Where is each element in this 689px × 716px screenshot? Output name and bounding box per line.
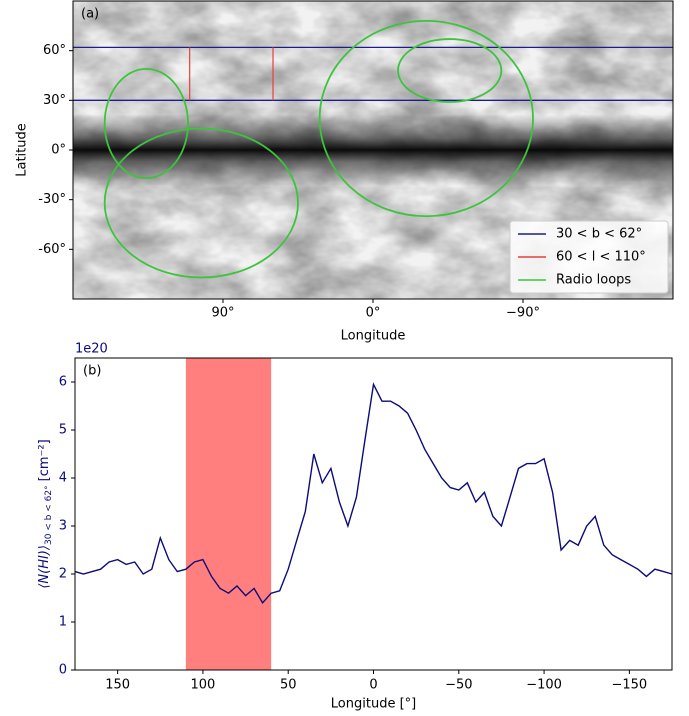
y-axis-label: ⟨N(HI)⟩30 < b < 62° [cm⁻²] — [37, 439, 54, 588]
y-tick-label: 0° — [51, 143, 66, 158]
x-tick-label: 0° — [366, 306, 381, 321]
y-tick-label: -60° — [38, 242, 66, 257]
y-label-sub: 30 < b < 62° — [44, 485, 54, 545]
y-tick-label: -30° — [38, 192, 66, 207]
y-tick-label: 3 — [59, 519, 67, 534]
x-tick-label: −50 — [445, 678, 472, 693]
y-tick-label: 2 — [59, 567, 67, 582]
y-label-main: ⟨N(HI)⟩ — [37, 545, 52, 589]
y-tick-label: 30° — [43, 93, 66, 108]
highlight-span — [186, 358, 271, 670]
x-tick-label: 150 — [105, 678, 130, 693]
x-tick-label: 100 — [191, 678, 216, 693]
y-label-unit: [cm⁻²] — [37, 439, 52, 481]
y-tick-label: 1 — [59, 615, 67, 630]
axes-frame — [75, 358, 672, 670]
legend-label: Radio loops — [556, 273, 631, 288]
legend-label: 60 < l < 110° — [556, 250, 646, 265]
y-tick-label: 4 — [59, 471, 67, 486]
figure: 60° 30° 0° -30° -60° 90° 0° −90° (a) Longitude Lat… — [0, 0, 689, 712]
x-tick-label: −150 — [611, 678, 647, 693]
y-tick-label: 60° — [43, 43, 66, 58]
data-line — [75, 384, 672, 602]
panel-label: (a) — [81, 7, 99, 22]
x-tick-label: 50 — [280, 678, 297, 693]
x-tick-label: −90° — [506, 306, 540, 321]
y-tick-label: 0 — [59, 663, 67, 678]
y-axis-label: Latitude — [15, 123, 30, 177]
x-axis-label: Longitude [°] — [331, 697, 416, 712]
x-tick-label: 0 — [369, 678, 377, 693]
y-tick-label: 6 — [59, 375, 67, 390]
x-axis-label: Longitude — [341, 329, 406, 344]
panel-b: 0 1 2 3 4 5 6 150 100 50 0 −50 −100 −150 1e20 (b) Longit… — [37, 342, 673, 712]
panel-label: (b) — [83, 364, 101, 379]
offset-text: 1e20 — [75, 342, 108, 357]
legend-label: 30 < b < 62° — [556, 227, 642, 242]
x-tick-label: 90° — [211, 306, 234, 321]
x-tick-label: −100 — [526, 678, 562, 693]
y-tick-label: 5 — [59, 423, 67, 438]
